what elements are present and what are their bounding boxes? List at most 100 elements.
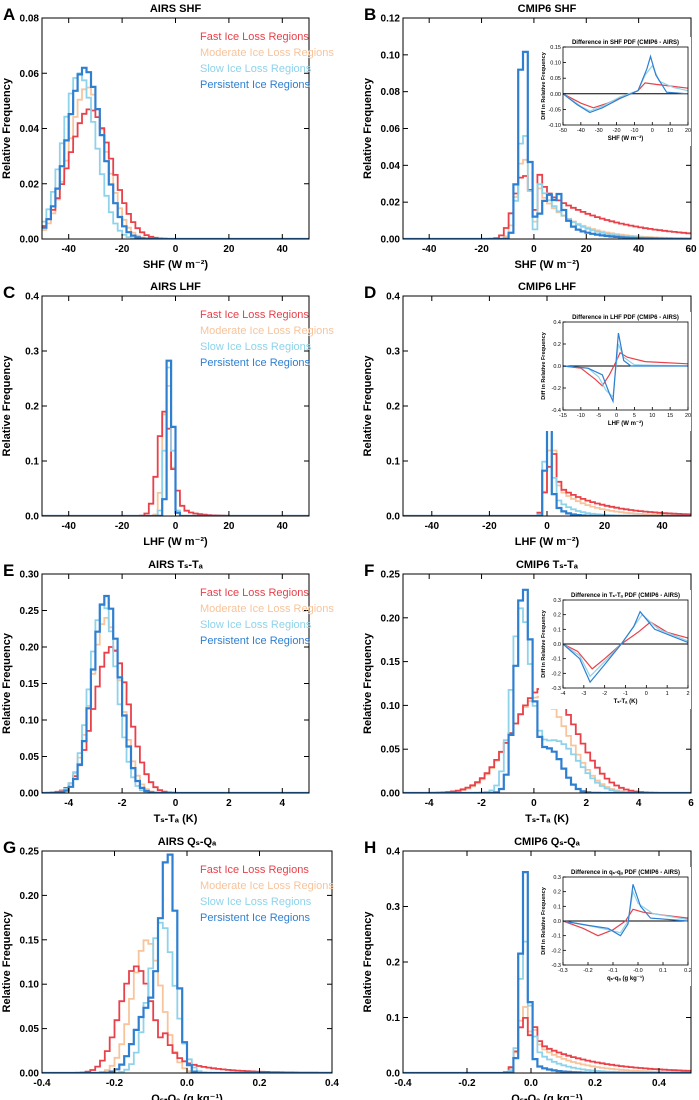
panel-c: -40 -20 0 20 40 0.0 0.1 0.2 0.3 0.4 AIRS LHF LHF (W… <box>1 281 334 548</box>
y-tick-label: 0.12 <box>381 14 401 25</box>
inset-x-tick-label: 10 <box>667 128 673 134</box>
y-axis-label: Relative Frequency <box>362 355 374 457</box>
inset-y-axis-label: Diff in Relative Frequency <box>541 331 547 399</box>
series-line-fast <box>42 108 309 239</box>
legend-item-fast: Fast Ice Loss Regions <box>200 587 309 599</box>
inset-y-tick-label: -0.2 <box>552 948 561 954</box>
y-tick-label: 0.0 <box>25 512 39 523</box>
inset-x-tick-label: 0 <box>645 691 648 697</box>
legend-item-slow: Slow Ice Loss Regions <box>200 896 312 908</box>
y-axis-label: Relative Frequency <box>1 355 13 457</box>
legend-item-slow: Slow Ice Loss Regions <box>200 63 312 75</box>
inset-y-tick-label: 0.1 <box>553 904 561 910</box>
x-tick-label: 40 <box>657 521 669 532</box>
y-tick-label: 0.20 <box>20 643 40 654</box>
inset-x-tick-label: 5 <box>633 413 636 419</box>
y-tick-label: 0.02 <box>381 198 401 209</box>
x-tick-label: 0 <box>173 798 179 809</box>
inset-y-tick-label: 0.3 <box>553 875 561 881</box>
x-tick-label: 60 <box>685 244 697 255</box>
inset-x-tick-label: -3 <box>581 691 586 697</box>
inset-x-tick-label: -4 <box>561 691 566 697</box>
x-tick-label: 0 <box>173 244 179 255</box>
y-axis-label: Relative Frequency <box>1 77 13 179</box>
inset-x-tick-label: -30 <box>595 128 603 134</box>
inset-x-tick-label: -1 <box>623 691 628 697</box>
panel-title: AIRS LHF <box>150 281 201 293</box>
legend-item-slow: Slow Ice Loss Regions <box>200 619 312 631</box>
y-tick-label: 0.0 <box>386 512 400 523</box>
x-tick-label: 0 <box>173 521 179 532</box>
series-line-persistent <box>42 594 309 793</box>
inset-y-tick-label: -0.10 <box>548 123 561 129</box>
panel-h: -0.4 -0.2 0.0 0.2 0.4 0.0 0.1 0.2 0.3 0.4 CMIP6 Qₛ… <box>362 836 692 1100</box>
y-tick-label: 0.15 <box>20 679 40 690</box>
inset-x-tick-label: 0 <box>651 128 654 134</box>
panel-g: -0.4 -0.2 0.0 0.2 0.4 0.00 0.05 0.10 0.15 0.20 0.2… <box>1 836 339 1100</box>
inset-x-tick-label: 2 <box>686 691 689 697</box>
x-axis-label: Tₛ-Tₐ (K) <box>525 813 569 825</box>
y-axis-label: Relative Frequency <box>1 632 13 734</box>
inset-x-tick-label: -0.3 <box>558 968 567 974</box>
x-tick-label: 20 <box>223 244 235 255</box>
inset-title: Difference in qₛ-qₐ PDF (CMIP6 - AIRS) <box>571 870 680 876</box>
x-axis-label: Qₛ-Qₐ (g kg⁻¹) <box>151 1093 223 1100</box>
inset-y-tick-label: 0.2 <box>553 342 561 348</box>
x-tick-label: 20 <box>223 521 235 532</box>
panel-letter: G <box>3 838 16 857</box>
legend-item-fast: Fast Ice Loss Regions <box>200 31 309 43</box>
y-tick-label: 0.4 <box>386 847 400 858</box>
y-tick-label: 0.00 <box>20 235 40 246</box>
inset-y-tick-label: 0.2 <box>553 890 561 896</box>
inset-title: Difference in LHF PDF (CMIP6 - AIRS) <box>572 315 679 321</box>
y-tick-label: 0.25 <box>20 606 40 617</box>
series-line-moderate <box>42 86 309 239</box>
inset-y-tick-label: -0.2 <box>552 386 561 392</box>
y-tick-label: 0.1 <box>386 457 400 468</box>
inset-background <box>539 867 691 986</box>
y-tick-label: 0.04 <box>20 124 40 135</box>
panel-title: CMIP6 SHF <box>518 3 577 15</box>
y-tick-label: 0.0 <box>386 1069 400 1080</box>
y-tick-label: 0.00 <box>20 1069 40 1080</box>
series-line-persistent <box>42 66 309 239</box>
x-tick-label: 4 <box>636 798 642 809</box>
panel-b: -40 -20 0 20 40 60 0.00 0.02 0.04 0.06 0.08 0.10 0.1… <box>362 3 697 271</box>
inset-d: -15 -10 -5 0 5 10 15 20 -0.4 -0.2 0.0 0.2 0.4 Differe… <box>539 312 691 431</box>
x-tick-label: 0.2 <box>253 1078 267 1089</box>
y-axis-label: Relative Frequency <box>1 911 13 1013</box>
panel-letter: E <box>3 561 14 580</box>
panel-d: -40 -20 0 20 40 0.0 0.1 0.2 0.3 0.4 CMIP6 LHF LHF (… <box>362 281 692 548</box>
series-line-persistent <box>403 871 691 1073</box>
inset-y-tick-label: -0.1 <box>552 934 561 940</box>
inset-x-tick-label: 0 <box>615 413 618 419</box>
x-tick-label: -40 <box>61 521 76 532</box>
y-tick-label: 0.2 <box>25 402 39 413</box>
series-line-slow <box>42 921 332 1073</box>
y-tick-label: 0.05 <box>20 752 40 763</box>
legend-item-moderate: Moderate Ice Loss Regions <box>200 325 334 337</box>
series-line-moderate <box>403 695 691 793</box>
x-tick-label: 0.4 <box>325 1078 339 1089</box>
y-axis-label: Relative Frequency <box>362 911 374 1013</box>
x-tick-label: 2 <box>583 798 589 809</box>
panel-title: AIRS Tₛ-Tₐ <box>148 559 204 571</box>
inset-x-tick-label: -0.0 <box>633 968 642 974</box>
inset-x-tick-label: -0.1 <box>608 968 617 974</box>
y-tick-label: 0.08 <box>381 87 401 98</box>
inset-y-tick-label: 0.00 <box>550 92 561 98</box>
inset-x-tick-label: 0.1 <box>659 968 667 974</box>
x-tick-label: -20 <box>115 244 130 255</box>
y-tick-label: 0.10 <box>20 716 40 727</box>
panel-title: CMIP6 Tₛ-Tₐ <box>516 559 579 571</box>
x-tick-label: 40 <box>277 244 289 255</box>
panel-letter: F <box>364 561 374 580</box>
inset-y-tick-label: -0.3 <box>552 963 561 969</box>
inset-y-tick-label: 0.4 <box>553 320 561 326</box>
x-tick-label: 0 <box>544 521 550 532</box>
x-tick-label: 4 <box>280 798 286 809</box>
inset-y-tick-label: -0.05 <box>548 107 561 113</box>
inset-x-axis-label: LHF (W m⁻²) <box>608 420 643 427</box>
panel-letter: B <box>364 5 376 24</box>
